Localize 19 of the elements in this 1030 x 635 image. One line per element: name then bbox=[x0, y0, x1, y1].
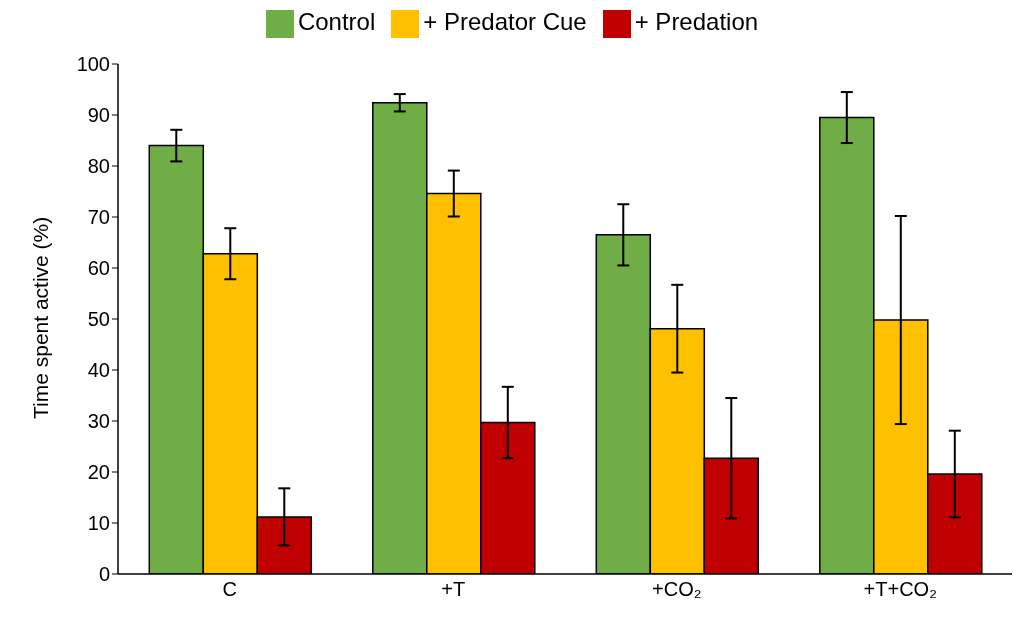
y-axis-title: Time spent active (%) bbox=[29, 216, 53, 419]
y-tick-label: 100 bbox=[76, 53, 110, 76]
y-tick-label: 20 bbox=[87, 461, 110, 484]
y-tick-label: 80 bbox=[87, 155, 110, 178]
y-tick-label: 50 bbox=[87, 308, 110, 331]
x-tick-label: +CO₂ bbox=[652, 578, 702, 601]
x-tick-label: C bbox=[222, 578, 237, 601]
legend-label: + Predation bbox=[634, 8, 759, 35]
y-tick-label: 40 bbox=[87, 359, 110, 382]
y-tick-label: 30 bbox=[87, 410, 110, 433]
x-tick-label: +T+CO₂ bbox=[863, 578, 937, 601]
y-tick-label: 10 bbox=[87, 512, 110, 535]
legend-label: + Predator Cue bbox=[423, 8, 587, 35]
y-tick-label: 90 bbox=[87, 104, 110, 127]
legend-label: Control bbox=[297, 8, 376, 35]
y-tick-label: 0 bbox=[98, 563, 110, 586]
y-tick-label: 60 bbox=[87, 257, 110, 280]
x-tick-label: +T bbox=[441, 578, 466, 601]
y-tick-label: 70 bbox=[87, 206, 110, 229]
